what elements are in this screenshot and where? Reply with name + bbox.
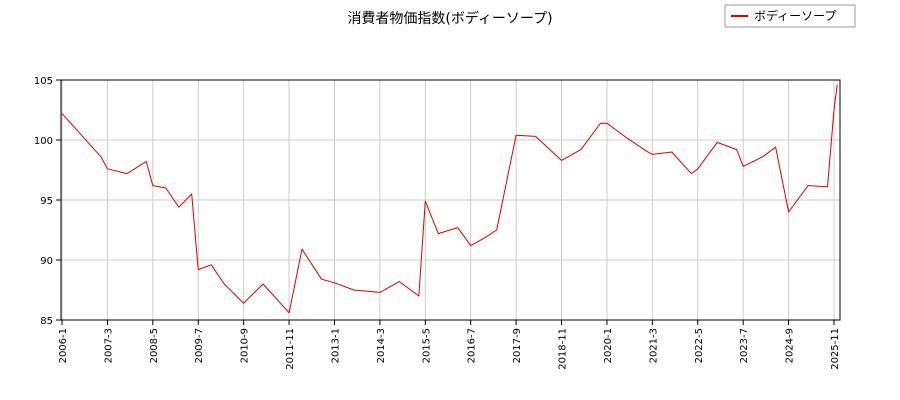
legend-box [724,4,856,28]
x-tick-label: 2021-3 [648,328,659,363]
x-axis: 2006-1 2007-3 2008-5 2009-7 2010-9 2011-11 201… [58,320,841,370]
x-tick-label: 2020-1 [603,328,614,363]
legend[interactable]: ボディーソープ [724,4,856,28]
y-tick-label: 85 [40,316,53,327]
x-tick-label: 2009-7 [194,328,205,363]
chart-title: 消費者物価指数(ボディーソープ) [347,10,552,27]
y-axis: 85 90 95 100 105 [34,76,61,327]
x-tick-label: 2008-5 [149,328,160,363]
y-tick-label: 105 [34,76,53,87]
x-tick-label: 2016-7 [467,328,478,363]
grid [61,79,840,321]
x-tick-label: 2022-5 [694,328,705,363]
x-tick-label: 2023-7 [739,328,750,363]
x-tick-label: 2024-9 [785,328,796,363]
x-tick-label: 2014-3 [376,328,387,363]
x-tick-label: 2010-9 [240,328,251,363]
x-tick-label: 2006-1 [58,328,69,363]
x-tick-label: 2011-11 [285,328,296,370]
x-tick-label: 2013-1 [330,328,341,363]
x-tick-label: 2025-11 [830,328,841,370]
y-tick-label: 95 [40,196,53,207]
x-tick-label: 2007-3 [103,328,114,363]
series-line [61,84,838,314]
y-tick-label: 100 [34,136,53,147]
x-tick-label: 2018-11 [558,328,569,370]
series-layer [61,84,838,314]
legend-label: ボディーソープ [754,8,836,23]
x-tick-label: 2017-9 [512,328,523,363]
plot-frame [60,79,841,321]
x-tick-label: 2015-5 [421,328,432,363]
y-tick-label: 90 [40,256,53,267]
